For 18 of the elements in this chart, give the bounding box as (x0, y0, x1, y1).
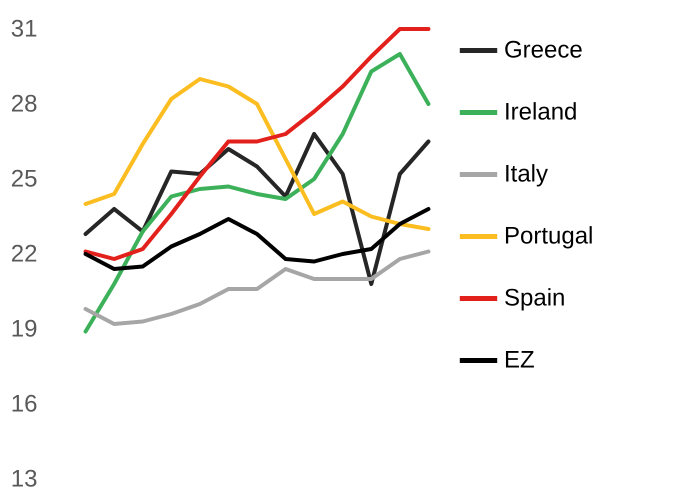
y-tick-label: 16 (10, 390, 38, 418)
line-series (84, 77, 430, 231)
y-tick-label: 19 (10, 316, 38, 342)
legend-label: Spain (504, 284, 566, 312)
y-tick-label: 31 (10, 16, 38, 42)
legend-label: Italy (504, 160, 548, 188)
line-series (84, 27, 430, 261)
y-tick-label: 25 (10, 166, 38, 192)
legend-label: Ireland (504, 98, 578, 126)
y-tick-label: 28 (10, 90, 38, 118)
y-tick-label: 22 (10, 240, 38, 268)
line-series (84, 52, 430, 334)
line-series (84, 207, 430, 271)
legend-label: EZ (504, 346, 535, 374)
legend-label: Greece (504, 36, 583, 64)
line-series (84, 250, 430, 326)
y-tick-label: 13 (10, 466, 38, 492)
legend-label: Portugal (504, 222, 594, 250)
